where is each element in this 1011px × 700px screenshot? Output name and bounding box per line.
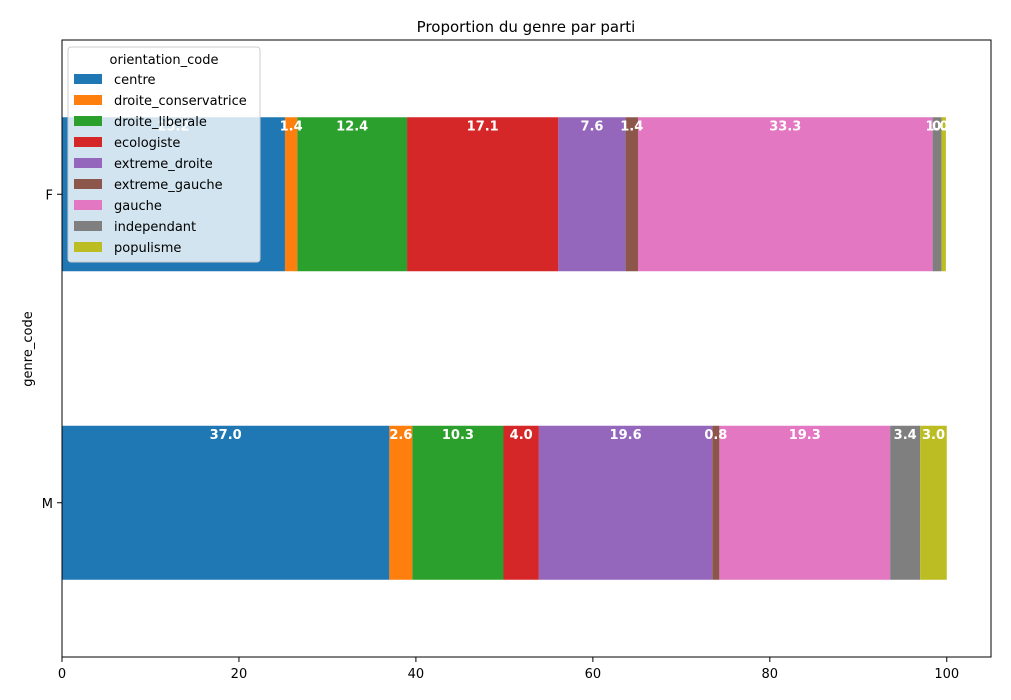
bar-label-droite_conservatrice-M: 2.6 (389, 428, 412, 443)
legend-entry-extreme_gauche: extreme_gauche (114, 178, 223, 193)
legend-entry-ecologiste: ecologiste (114, 136, 180, 151)
bar-populisme-M (920, 425, 947, 580)
legend-entry-droite_conservatrice: droite_conservatrice (114, 94, 247, 109)
legend-entry-populisme: populisme (114, 241, 181, 256)
bar-ecologiste-M (503, 425, 539, 580)
bar-label-extreme_droite-M: 19.6 (610, 428, 642, 443)
legend-swatch-extreme_droite (74, 158, 102, 168)
y-axis-label: genre_code (21, 311, 36, 386)
bar-extreme_gauche-M (712, 425, 720, 580)
chart-title: Proportion du genre par parti (417, 18, 636, 36)
x-tick-label: 100 (934, 667, 959, 682)
bar-label-extreme_droite-F: 7.6 (580, 119, 603, 134)
legend-swatch-independant (74, 221, 102, 231)
bar-label-extreme_gauche-M: 0.8 (704, 428, 727, 443)
bar-independant-F (932, 117, 942, 272)
x-tick-label: 20 (231, 667, 248, 682)
bar-label-gauche-F: 33.3 (769, 119, 801, 134)
legend-swatch-extreme_gauche (74, 179, 102, 189)
bar-label-droite_liberale-F: 12.4 (336, 119, 368, 134)
legend-entry-extreme_droite: extreme_droite (114, 157, 213, 172)
bar-label-gauche-M: 19.3 (789, 428, 821, 443)
y-axis: FM (42, 188, 62, 512)
legend-entry-droite_liberale: droite_liberale (114, 115, 207, 130)
bar-label-centre-M: 37.0 (210, 428, 242, 443)
bar-label-populisme-F: 0.5 (932, 119, 955, 134)
bar-droite_conservatrice-F (284, 117, 298, 272)
legend-entry-independant: independant (114, 220, 196, 235)
bar-label-ecologiste-M: 4.0 (510, 428, 533, 443)
x-tick-label: 60 (585, 667, 602, 682)
bar-droite_conservatrice-M (389, 425, 413, 580)
bar-label-ecologiste-F: 17.1 (467, 119, 499, 134)
bar-label-extreme_gauche-F: 1.4 (620, 119, 643, 134)
legend-swatch-centre (74, 74, 102, 84)
bar-gauche-F (637, 117, 933, 272)
bar-droite_liberale-F (297, 117, 408, 272)
legend-swatch-droite_conservatrice (74, 95, 102, 105)
bar-gauche-M (719, 425, 891, 580)
plot-frame (61, 39, 992, 658)
y-tick-label-F: F (46, 188, 53, 203)
bar-extreme_droite-M (538, 425, 713, 580)
bar-group (62, 117, 947, 580)
legend-swatch-gauche (74, 200, 102, 210)
bar-populisme-F (941, 117, 946, 272)
x-tick-label: 0 (58, 667, 66, 682)
legend-entry-centre: centre (114, 73, 156, 88)
legend-swatch-ecologiste (74, 137, 102, 147)
bar-centre-M (62, 425, 390, 580)
bar-ecologiste-F (407, 117, 559, 272)
bar-label-independant-M: 3.4 (894, 428, 917, 443)
bar-droite_liberale-M (412, 425, 504, 580)
bar-label-droite_liberale-M: 10.3 (442, 428, 474, 443)
bar-extreme_droite-F (558, 117, 626, 272)
bar-extreme_gauche-F (625, 117, 638, 272)
bar-label-droite_conservatrice-F: 1.4 (280, 119, 303, 134)
x-tick-label: 80 (762, 667, 779, 682)
bar-independant-M (890, 425, 921, 580)
legend-entry-gauche: gauche (114, 199, 162, 214)
bar-label-group: 25.21.412.417.17.61.433.31.00.537.02.610… (157, 119, 955, 443)
bar-label-independant-F: 1.0 (926, 119, 949, 134)
legend-title: orientation_code (110, 53, 219, 68)
y-tick-label-M: M (42, 497, 53, 512)
x-tick-label: 40 (408, 667, 425, 682)
x-axis: 0 20 40 60 80 100 (58, 657, 959, 682)
legend-swatch-droite_liberale (74, 116, 102, 126)
bar-label-populisme-M: 3.0 (922, 428, 945, 443)
legend-swatch-populisme (74, 242, 102, 252)
legend-box (67, 46, 261, 263)
